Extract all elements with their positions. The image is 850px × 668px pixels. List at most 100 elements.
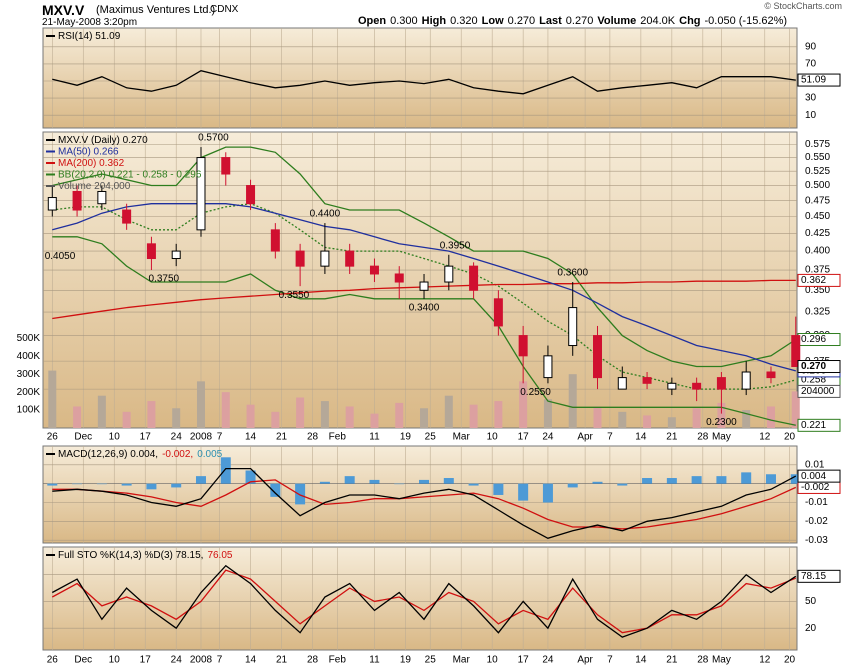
histogram-bar xyxy=(443,478,454,484)
annotation: 0.4400 xyxy=(310,209,341,220)
histogram-bar xyxy=(295,483,306,505)
series-line xyxy=(52,479,797,530)
panel xyxy=(42,131,798,429)
quote-label: Chg xyxy=(679,15,701,27)
y-tick-label: 0.01 xyxy=(805,459,825,470)
y-tick-label: 20 xyxy=(805,623,817,634)
candle-body xyxy=(593,335,603,379)
candle-body xyxy=(741,371,751,390)
y-tick-label: 10 xyxy=(805,110,817,121)
y-tick-label: 0.550 xyxy=(805,152,830,163)
candle-body xyxy=(369,265,379,275)
series-line xyxy=(51,569,797,634)
volume-bar xyxy=(494,401,503,428)
y-tick-label: 0.575 xyxy=(805,139,830,150)
volume-tick-label: 100K xyxy=(17,405,41,416)
x-tick-label: 11 xyxy=(369,655,380,666)
x-tick-label: 17 xyxy=(518,432,530,443)
volume-bar xyxy=(370,413,379,428)
x-tick-label: May xyxy=(712,655,731,666)
candle-body xyxy=(270,229,280,252)
candle-body xyxy=(97,190,107,205)
y-tick-label: 0.475 xyxy=(805,195,830,206)
x-tick-label: 11 xyxy=(369,432,380,443)
x-tick-label: 28 xyxy=(697,655,709,666)
x-tick-label: 17 xyxy=(140,432,152,443)
histogram-bar xyxy=(121,483,132,486)
y-tick-label: 0.400 xyxy=(805,246,830,257)
y-tick-label: -0.02 xyxy=(805,516,828,527)
volume-bar xyxy=(420,408,429,428)
histogram-bar xyxy=(220,457,231,484)
candle-body xyxy=(72,190,82,211)
volume-bar xyxy=(519,381,528,428)
series-line xyxy=(52,203,796,390)
legend-entry: Volume 204,000 xyxy=(58,181,131,192)
end-label: 0.270 xyxy=(801,361,826,372)
y-tick-label: -0.01 xyxy=(805,497,828,508)
candle-body xyxy=(667,382,677,390)
x-tick-label: 20 xyxy=(784,432,796,443)
histogram-bar xyxy=(96,483,107,485)
candle-body xyxy=(295,250,305,267)
x-tick-label: 17 xyxy=(140,655,152,666)
end-label: 204000 xyxy=(801,386,835,397)
x-tick-label: 14 xyxy=(245,432,257,443)
volume-bar xyxy=(444,395,453,428)
end-label: 0.221 xyxy=(801,420,826,431)
histogram-bar xyxy=(245,470,256,484)
datetime: 21-May-2008 3:20pm xyxy=(42,17,138,28)
volume-bar xyxy=(147,401,156,428)
x-tick-label: Apr xyxy=(577,655,593,666)
x-tick-label: 24 xyxy=(542,432,554,443)
quote-label: Low xyxy=(481,15,504,27)
x-tick-label: 7 xyxy=(607,655,613,666)
quote-value: 0.270 xyxy=(565,15,594,27)
annotation: 0.5700 xyxy=(198,133,229,144)
x-tick-label: 10 xyxy=(487,655,499,666)
y-tick-label: 0.500 xyxy=(805,180,830,191)
y-tick-label: 90 xyxy=(805,41,817,52)
x-tick-label: 14 xyxy=(245,655,257,666)
end-label: 51.09 xyxy=(801,75,826,86)
candle-body xyxy=(518,335,528,357)
end-label-box xyxy=(797,469,841,483)
volume-tick-label: 300K xyxy=(17,369,41,380)
x-tick-label: 10 xyxy=(109,655,121,666)
volume-bar xyxy=(172,408,181,428)
histogram-bar xyxy=(691,476,702,484)
annotation: 0.3550 xyxy=(279,290,310,301)
legend-part: MA(200) 0.362 xyxy=(58,158,125,169)
annotation: 0.2300 xyxy=(706,417,737,428)
histogram-bar xyxy=(171,483,182,488)
candle-body xyxy=(419,281,429,291)
volume-bar xyxy=(221,392,230,428)
candle-body xyxy=(716,377,726,390)
annotation: 0.3750 xyxy=(149,274,180,285)
volume-bar xyxy=(667,417,676,428)
histogram-bar xyxy=(195,476,206,484)
volume-bar xyxy=(73,406,82,428)
end-label-box xyxy=(797,73,841,87)
legend-entry: MXV.V (Daily) 0.270 xyxy=(58,135,148,146)
legend-entry: BB(20,2.0) 0.221 - 0.258 - 0.296 xyxy=(58,169,202,180)
candle-body xyxy=(221,157,231,175)
header: MXV.V (Maximus Ventures Ltd.) CDNX 21-Ma… xyxy=(0,0,850,28)
histogram-bar xyxy=(542,483,553,503)
x-tick-label: 25 xyxy=(425,432,437,443)
histogram-bar xyxy=(493,483,504,495)
volume-bar xyxy=(742,410,751,428)
volume-tick-label: 200K xyxy=(17,387,41,398)
end-label-box xyxy=(797,273,841,287)
legend-part: MACD(12,26,9) 0.004, xyxy=(58,449,158,460)
y-tick-label: -0.03 xyxy=(805,535,828,546)
x-tick-label: 21 xyxy=(666,655,678,666)
volume-bar xyxy=(469,404,478,428)
histogram-bar xyxy=(47,483,58,486)
x-tick-label: Mar xyxy=(453,655,471,666)
x-tick-label: 24 xyxy=(542,655,554,666)
x-tick-label: 25 xyxy=(425,655,437,666)
histogram-bar xyxy=(617,483,628,486)
y-tick-label: 0.350 xyxy=(805,285,830,296)
